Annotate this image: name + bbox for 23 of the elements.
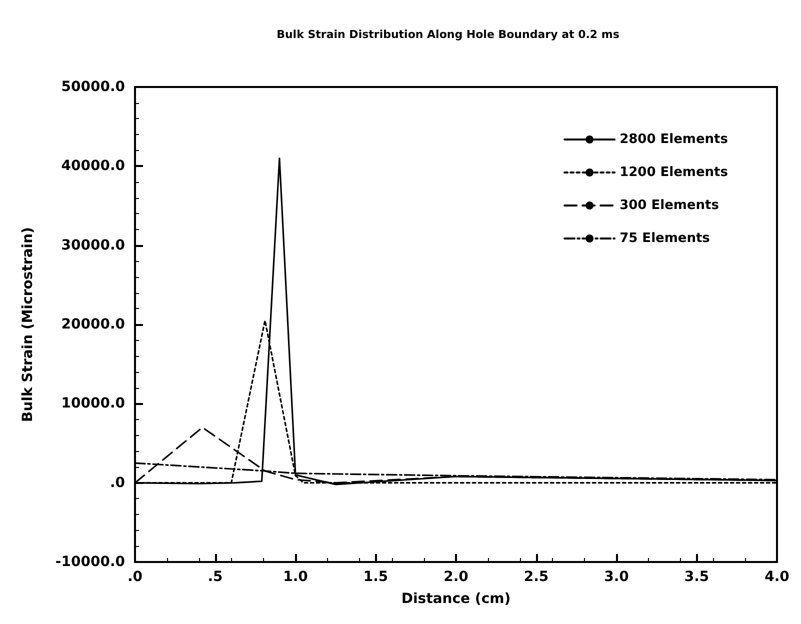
- y-tick-label: 20000.0: [61, 316, 126, 332]
- x-tick-label: .5: [208, 569, 223, 585]
- x-tick-label: 2.0: [444, 569, 469, 585]
- y-tick-label: -10000.0: [55, 554, 126, 570]
- x-tick-label: 1.0: [283, 569, 308, 585]
- x-tick-label: 3.5: [684, 569, 710, 585]
- x-tick-label: 3.0: [604, 569, 630, 585]
- y-tick-label: 30000.0: [61, 237, 126, 254]
- x-axis-title: Distance (cm): [401, 591, 511, 607]
- x-tick-label: 2.5: [524, 569, 549, 585]
- legend-label: 1200 Elements: [620, 165, 728, 180]
- y-tick-label: 10000.0: [61, 396, 126, 412]
- y-axis-title: Bulk Strain (Microstrain): [20, 227, 36, 422]
- y-tick-label: 50000.0: [61, 79, 126, 95]
- x-tick-label: 4.0: [764, 569, 790, 585]
- legend-label: 75 Elements: [620, 231, 710, 246]
- y-tick-label: .0: [110, 474, 126, 491]
- x-tick-label: .0: [127, 569, 143, 585]
- legend-label: 2800 Elements: [620, 132, 728, 147]
- x-tick-label: 1.5: [363, 569, 388, 585]
- chart-title: Bulk Strain Distribution Along Hole Boundary at 0.2 ms: [276, 28, 620, 41]
- y-tick-label: 40000.0: [61, 158, 126, 174]
- legend-label: 300 Elements: [620, 198, 720, 213]
